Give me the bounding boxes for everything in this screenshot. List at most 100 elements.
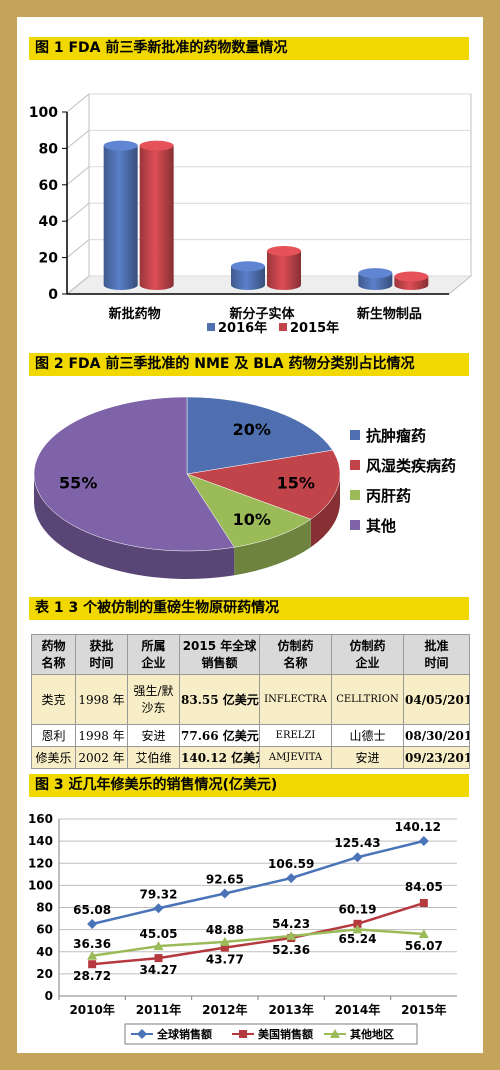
pie-slice-label: 15% <box>277 474 315 493</box>
series-line <box>92 901 425 966</box>
bar-top <box>139 140 174 151</box>
bar-body <box>139 145 174 290</box>
cell-approval: 04/05/2016 <box>403 674 470 725</box>
header-biosimilar-name: 仿制药 名称 <box>259 634 332 675</box>
y-tick-label: 100 <box>29 105 58 121</box>
data-label: 84.05 <box>405 880 443 894</box>
data-label: 65.08 <box>73 903 111 917</box>
series-line <box>91 928 424 958</box>
y-tick-label: 40 <box>39 214 59 230</box>
table1-title: 表 1 3 个被仿制的重磅生物原研药情况 <box>29 597 469 620</box>
cell-approval: 08/30/2016 <box>403 724 470 747</box>
cell-drug: 恩利 <box>31 724 76 747</box>
table-header-row: 药物 名称 获批 时间 所属 企业 2015 年全球 销售额 仿制药 名称 仿制药 企业 批… <box>31 634 470 675</box>
data-label: 48.88 <box>206 923 244 937</box>
data-label: 36.36 <box>73 937 111 951</box>
legend-label: 美国销售额 <box>258 1027 313 1041</box>
header-drug-name: 药物 名称 <box>31 634 76 675</box>
data-label: 54.23 <box>272 917 310 931</box>
y-tick-label: 60 <box>39 178 59 194</box>
y-tick-label: 0 <box>48 287 58 303</box>
bar-body <box>231 266 265 290</box>
gridline <box>66 130 90 149</box>
data-point <box>286 931 297 941</box>
header-company: 所属 企业 <box>127 634 180 675</box>
cell-biosimilar: ERELZI <box>259 724 332 747</box>
header-sales: 2015 年全球 销售额 <box>179 634 260 675</box>
pie-slice-side <box>234 519 311 576</box>
pie-slice-label: 10% <box>233 510 271 529</box>
x-tick-label: 2013年 <box>268 1002 313 1017</box>
x-tick-label: 2012年 <box>202 1002 247 1017</box>
table-row: 修美乐 2002 年 艾伯维 140.12 亿美元 AMJEVITA 安进 09… <box>31 746 470 769</box>
cell-year: 1998 年 <box>75 724 128 747</box>
cell-biosimilar: INFLECTRA <box>259 674 332 725</box>
drug-table: 药物 名称 获批 时间 所属 企业 2015 年全球 销售额 仿制药 名称 仿制药 企业 批… <box>31 634 470 769</box>
legend-label: 全球销售额 <box>156 1027 212 1041</box>
legend-label: 丙肝药 <box>366 487 411 505</box>
cell-biosimilar-company: 山德士 <box>331 724 404 747</box>
data-point <box>87 950 98 960</box>
gridline <box>66 166 90 186</box>
legend-label: 抗肿瘤药 <box>366 427 426 445</box>
legend-swatch <box>350 520 360 530</box>
pie-slice <box>186 473 312 548</box>
cell-year: 2002 年 <box>75 746 128 769</box>
article-panel: 图 1 FDA 前三季新批准的药物数量情况 0 20 40 60 80 100 新批药物 新… <box>17 17 483 1053</box>
cell-biosimilar-company: 安进 <box>331 746 404 769</box>
header-biosimilar-company: 仿制药 企业 <box>331 634 404 675</box>
data-label: 45.05 <box>140 927 178 941</box>
data-label: 60.19 <box>339 902 377 916</box>
figure2-title: 图 2 FDA 前三季批准的 NME 及 BLA 药物分类别占比情况 <box>29 353 469 376</box>
figure1-bar-chart: 0 20 40 60 80 100 新批药物 新分子实体 新生物制品 2016年 2015年 <box>29 93 473 336</box>
data-point <box>219 936 230 946</box>
y-tick-label: 20 <box>39 251 59 267</box>
figure1-title: 图 1 FDA 前三季新批准的药物数量情况 <box>29 37 469 60</box>
bar-body <box>103 145 138 291</box>
data-point <box>418 835 429 846</box>
cell-year: 1998 年 <box>75 674 128 725</box>
table-row: 类克 1998 年 强生/默沙东 83.55 亿美元 INFLECTRA CEL… <box>31 674 470 725</box>
legend-swatch <box>279 323 287 331</box>
data-point <box>153 941 164 951</box>
legend-label: 2016年 <box>218 320 267 336</box>
data-label: 28.72 <box>73 969 111 983</box>
figure3-line-chart: 65.08 79.32 92.65 106.59 125.43 140.12 28.72 34… <box>28 812 457 1045</box>
legend-swatch <box>350 430 360 440</box>
cell-drug: 修美乐 <box>31 746 76 769</box>
legend-swatch <box>207 323 215 331</box>
gridline <box>66 239 90 258</box>
legend-label: 风湿类疾病药 <box>366 457 456 475</box>
data-label: 56.07 <box>405 939 443 953</box>
data-point <box>87 919 98 930</box>
legend-label: 其他 <box>366 517 396 535</box>
data-label: 65.24 <box>339 932 377 946</box>
bar-body <box>267 251 301 290</box>
pie-slice <box>186 396 333 475</box>
data-label: 52.36 <box>272 943 310 957</box>
data-point <box>219 888 230 899</box>
y-tick-label: 20 <box>36 967 53 981</box>
y-tick-label: 160 <box>28 812 53 826</box>
y-tick-label: 100 <box>28 878 53 892</box>
data-point <box>154 954 163 963</box>
data-label: 106.59 <box>268 857 314 871</box>
y-tick-label: 40 <box>36 945 53 959</box>
data-point <box>153 903 164 914</box>
y-tick-label: 120 <box>28 856 53 870</box>
cell-biosimilar-company: CELLTRION <box>331 674 404 725</box>
data-point <box>239 1030 247 1038</box>
bar-top <box>267 246 301 256</box>
cell-sales: 77.66 亿美元 <box>179 724 260 747</box>
legend-swatch <box>350 460 360 470</box>
header-biosimilar-approval: 批准 时间 <box>403 634 470 675</box>
pie-slice-side <box>34 474 235 579</box>
x-tick-label: 2014年 <box>335 1002 380 1017</box>
table-row: 恩利 1998 年 安进 77.66 亿美元 ERELZI 山德士 08/30/… <box>31 724 470 747</box>
cell-sales: 140.12 亿美元 <box>179 746 260 769</box>
data-point <box>352 852 363 863</box>
y-tick-label: 60 <box>36 923 53 937</box>
data-point <box>88 960 97 969</box>
data-point <box>352 924 363 934</box>
cell-company: 艾伯维 <box>127 746 180 769</box>
